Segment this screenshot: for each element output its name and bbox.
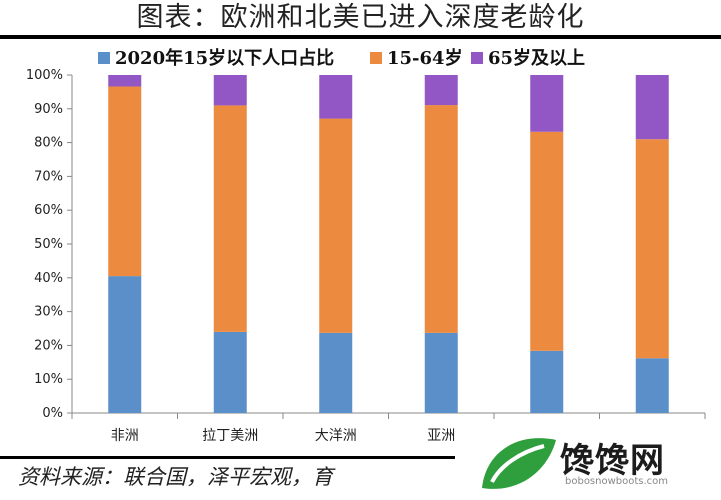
x-category-label: 大洋洲 xyxy=(315,428,357,444)
chart-axes: 0% 10% 20% 30% 40% 50% 60% 70% 80% 90% 100% 非洲 拉丁美洲 大… xyxy=(26,68,706,444)
bar-segment xyxy=(424,332,458,413)
bar-segment xyxy=(213,105,247,332)
y-tick-label: 70% xyxy=(34,169,63,184)
y-tick-label: 90% xyxy=(34,102,63,117)
bar-segment xyxy=(213,75,247,106)
y-tick-label: 100% xyxy=(26,68,63,83)
x-category-label: 非洲 xyxy=(111,428,139,444)
chart-bars xyxy=(108,75,669,413)
y-tick-label: 40% xyxy=(34,271,63,286)
bar-segment xyxy=(319,118,353,333)
bar-segment xyxy=(635,358,669,413)
bar-segment xyxy=(108,86,142,277)
bar-segment xyxy=(108,75,142,87)
title-rule xyxy=(0,35,721,39)
y-tick-label: 0% xyxy=(42,406,63,421)
chart-legend: 2020年15岁以下人口占比 15-64岁 65岁及以上 xyxy=(98,47,585,69)
bar-segment xyxy=(530,75,564,132)
x-category-label: 拉丁美洲 xyxy=(202,428,258,444)
legend-label: 2020年15岁以下人口占比 xyxy=(115,47,334,69)
legend-swatch xyxy=(98,52,110,64)
legend-swatch xyxy=(370,52,382,64)
bar-segment xyxy=(530,350,564,413)
source-note: 资料来源：联合国，泽平宏观，育 xyxy=(18,465,333,489)
y-tick-label: 80% xyxy=(34,136,63,151)
footer-rule xyxy=(0,456,721,459)
legend-swatch xyxy=(471,52,483,64)
bar-segment xyxy=(213,331,247,413)
bar-segment xyxy=(635,75,669,140)
y-tick-label: 10% xyxy=(34,372,63,387)
watermark-url: bobosnowboots.com xyxy=(565,476,669,487)
stacked-bar-chart: 0% 10% 20% 30% 40% 50% 60% 70% 80% 90% 100% 非洲 拉丁美洲 大… xyxy=(26,47,706,444)
legend-label: 15-64岁 xyxy=(387,47,463,69)
y-tick-label: 60% xyxy=(34,203,63,218)
page-title: 图表：欧洲和北美已进入深度老龄化 xyxy=(136,2,585,33)
bar-segment xyxy=(319,75,353,119)
watermark-brand: 馋馋网 xyxy=(560,441,665,481)
y-tick-label: 30% xyxy=(34,305,63,320)
bar-segment xyxy=(635,139,669,359)
bar-segment xyxy=(319,332,353,413)
y-tick-label: 20% xyxy=(34,338,63,353)
x-category-label: 亚洲 xyxy=(427,428,455,444)
bar-segment xyxy=(424,105,458,333)
legend-label: 65岁及以上 xyxy=(488,47,585,69)
y-tick-label: 50% xyxy=(34,237,63,252)
bar-segment xyxy=(424,75,458,106)
bar-segment xyxy=(530,131,564,351)
bar-segment xyxy=(108,276,142,413)
